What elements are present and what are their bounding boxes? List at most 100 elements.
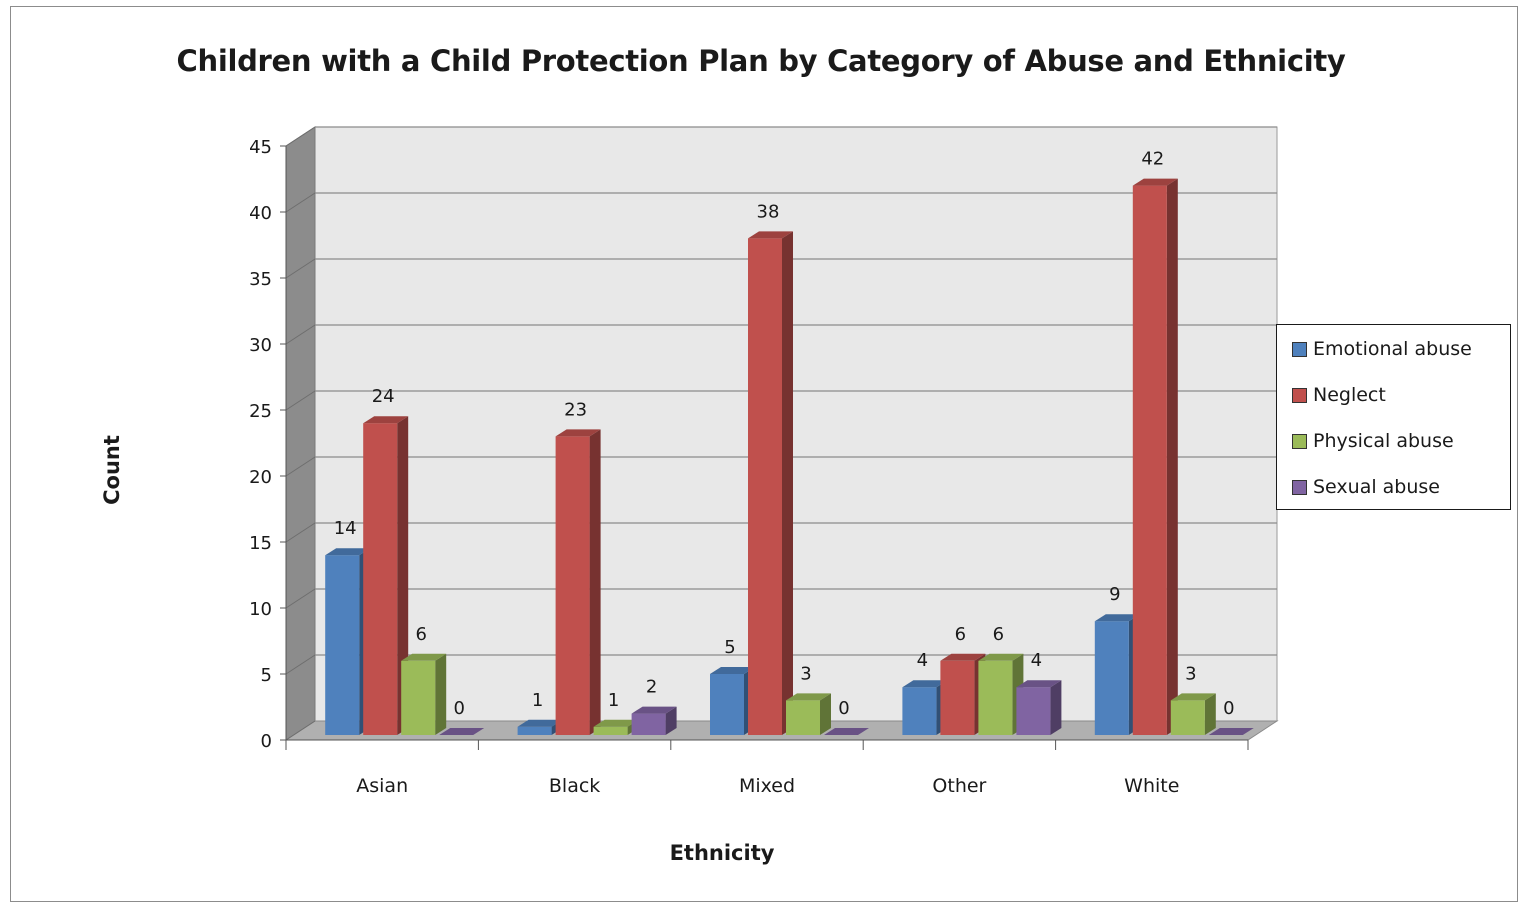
y-tick-label: 20	[249, 467, 272, 488]
data-label: 0	[838, 698, 849, 719]
bar-emotional-abuse	[902, 680, 948, 735]
data-label: 38	[757, 201, 780, 222]
gridline-side	[285, 522, 316, 543]
bar-front	[363, 423, 398, 735]
bar-front	[631, 713, 666, 735]
x-tick-label: Other	[932, 775, 986, 797]
data-label: 6	[415, 624, 426, 645]
gridline-side	[285, 588, 316, 609]
gridline-side	[285, 192, 316, 213]
bar-side	[820, 693, 831, 735]
bar-sexual-abuse	[1016, 680, 1062, 735]
data-label: 3	[800, 663, 811, 684]
bar-neglect	[363, 416, 409, 735]
bar-front	[555, 436, 590, 735]
bar-top	[1016, 680, 1062, 688]
bar-sexual-abuse	[439, 728, 485, 735]
bar-front	[1170, 700, 1205, 735]
data-label: 24	[372, 386, 395, 407]
legend-label: Emotional abuse	[1313, 338, 1472, 360]
bar-top	[1208, 728, 1254, 735]
legend-swatch	[1292, 341, 1307, 357]
legend-swatch	[1292, 387, 1307, 403]
legend-item-emotional-abuse: Emotional abuse	[1292, 337, 1472, 361]
data-label: 4	[1031, 650, 1042, 671]
x-tick-label: Asian	[356, 775, 408, 797]
bar-top	[363, 416, 409, 424]
bar-top	[1132, 178, 1178, 186]
bar-physical-abuse	[786, 693, 831, 735]
data-label: 3	[1185, 663, 1196, 684]
bar-top	[517, 719, 563, 727]
gridline-side	[285, 456, 316, 477]
gridline-side	[285, 324, 316, 345]
bar-top	[401, 653, 447, 661]
chart-title: Children with a Child Protection Plan by…	[176, 44, 1346, 78]
y-tick-label: 5	[261, 665, 272, 686]
gridline-side	[285, 654, 316, 675]
bar-top	[824, 728, 869, 735]
bar-top	[786, 693, 831, 701]
y-tick-label: 40	[249, 203, 272, 224]
x-axis-title: Ethnicity	[669, 841, 775, 865]
data-label: 5	[724, 637, 735, 658]
bar-side	[1204, 693, 1216, 735]
data-label: 6	[955, 624, 966, 645]
bar-sexual-abuse	[631, 706, 677, 735]
bar-top	[1170, 693, 1216, 701]
bar-top	[710, 667, 755, 674]
bar-side	[665, 706, 677, 735]
legend-item-physical-abuse: Physical abuse	[1292, 429, 1454, 453]
legend-label: Physical abuse	[1313, 430, 1454, 452]
bar-front	[1016, 687, 1051, 735]
bar-neglect	[748, 231, 793, 735]
bar-emotional-abuse	[1094, 614, 1140, 735]
data-label: 1	[532, 690, 543, 711]
bar-front	[902, 687, 937, 735]
legend-label: Neglect	[1313, 384, 1386, 406]
bar-top	[631, 706, 677, 714]
y-tick-label: 15	[249, 533, 272, 554]
y-tick-label: 30	[249, 335, 272, 356]
bar-physical-abuse	[401, 653, 447, 735]
bar-side	[1050, 680, 1062, 735]
bar-top	[940, 653, 986, 661]
data-label: 0	[453, 698, 464, 719]
data-label: 6	[993, 624, 1004, 645]
y-tick-label: 10	[249, 599, 272, 620]
bar-physical-abuse	[1170, 693, 1216, 735]
y-tick-label: 0	[261, 731, 272, 752]
bar-top	[748, 231, 793, 239]
data-label: 14	[334, 518, 357, 539]
bar-top	[593, 719, 639, 727]
bar-front	[978, 660, 1013, 735]
y-tick-label: 25	[249, 401, 272, 422]
side-wall	[285, 126, 316, 741]
bar-sexual-abuse	[1208, 728, 1254, 735]
data-label: 4	[917, 650, 928, 671]
bar-top	[902, 680, 948, 688]
legend-item-neglect: Neglect	[1292, 383, 1386, 407]
data-label: 2	[646, 677, 657, 698]
bars	[325, 178, 1254, 736]
data-label: 1	[608, 690, 619, 711]
y-tick-label: 45	[249, 137, 272, 158]
gridline-side	[285, 720, 316, 741]
x-tick-label: Black	[549, 775, 600, 797]
bar-front	[786, 700, 820, 735]
bar-front	[517, 726, 552, 735]
data-label: 9	[1109, 584, 1120, 605]
legend-item-sexual-abuse: Sexual abuse	[1292, 475, 1440, 499]
bar-neglect	[555, 429, 601, 735]
bar-front	[710, 674, 744, 735]
data-label: 42	[1141, 149, 1164, 170]
bar-front	[748, 238, 782, 735]
gridline-side	[285, 258, 316, 279]
bar-side	[782, 231, 793, 735]
bar-emotional-abuse	[325, 548, 371, 735]
bar-front	[1094, 621, 1129, 735]
bar-front	[325, 555, 360, 735]
data-labels: 14 24 6 0 1 23 1 2 5 38 3 0 4 6 6 4 9 42 3 0	[334, 149, 1235, 719]
